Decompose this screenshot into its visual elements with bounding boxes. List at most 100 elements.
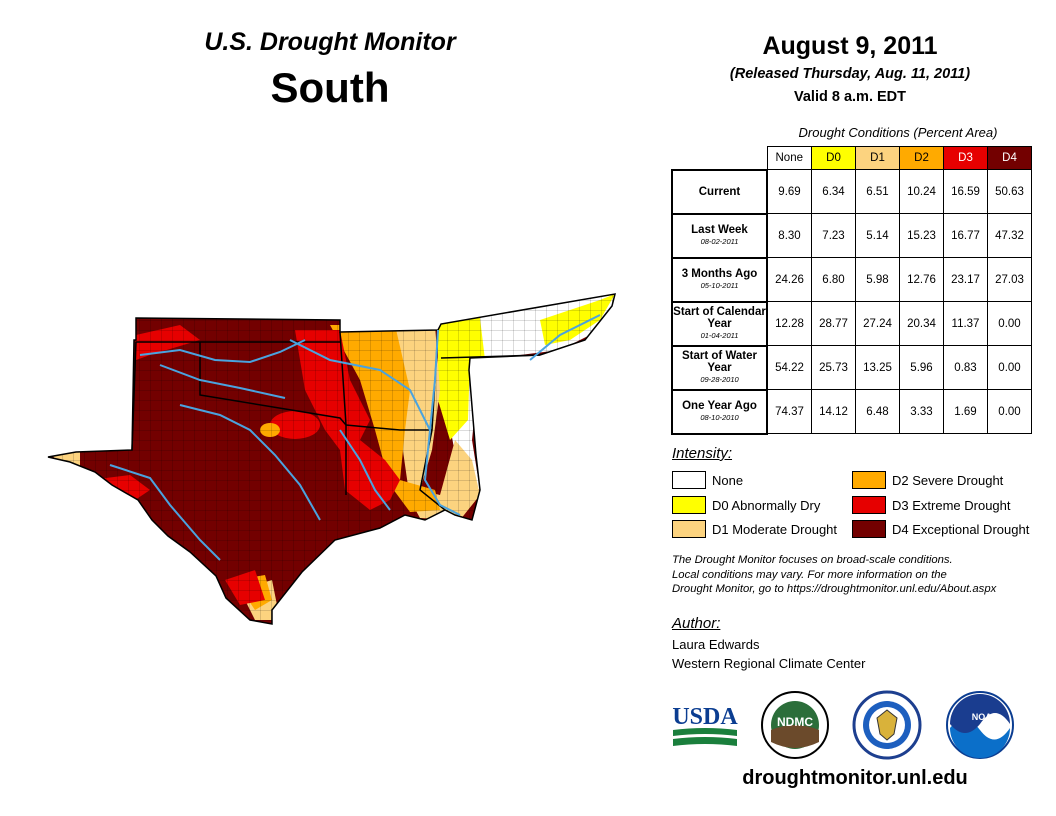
table-cell: 1.69: [943, 389, 988, 434]
table-cell: 0.00: [987, 345, 1032, 390]
table-cell: 6.51: [855, 169, 900, 214]
table-row: One Year Ago 08-10-2010 74.37 14.12 6.48 3.33…: [671, 388, 1032, 435]
legend-item: None: [672, 471, 743, 489]
row-date: 05-10-2011: [700, 280, 739, 290]
row-date: 08-10-2010: [700, 412, 739, 422]
row-label-text: Start of Water Year: [682, 349, 757, 374]
table-cell: 0.83: [943, 345, 988, 390]
column-header: None: [766, 146, 812, 170]
table-cell: 14.12: [811, 389, 856, 434]
legend-label: D3 Extreme Drought: [892, 497, 1011, 513]
note-line: The Drought Monitor focuses on broad-sca…: [672, 554, 953, 566]
ndmc-logo-text: NDMC: [777, 715, 813, 729]
table-cell: 5.96: [899, 345, 944, 390]
noaa-logo-icon: NOAA: [946, 691, 1014, 759]
table-title: Drought Conditions (Percent Area): [798, 125, 998, 140]
map-date: August 9, 2011: [762, 32, 938, 60]
county-lines: [48, 294, 615, 624]
table-cell: 9.69: [766, 169, 812, 214]
border-tx-ok: [199, 342, 347, 426]
row-date: 09-28-2010: [700, 374, 739, 384]
column-header: D2: [899, 146, 944, 170]
author-organization: Western Regional Climate Center: [672, 656, 866, 671]
legend-item: D2 Severe Drought: [852, 471, 1003, 489]
row-label: 3 Months Ago 05-10-2011: [671, 256, 768, 303]
table-corner: [672, 147, 767, 170]
legend-item: D0 Abnormally Dry: [672, 496, 820, 514]
table-cell: 54.22: [766, 345, 812, 390]
row-label-text: Current: [698, 185, 741, 198]
author-heading: Author:: [672, 615, 721, 632]
disclaimer-note: The Drought Monitor focuses on broad-sca…: [672, 553, 1042, 597]
table-cell: 23.17: [943, 257, 988, 302]
border-tx-nm: [131, 341, 137, 451]
mississippi-river: [423, 329, 461, 516]
table-cell: 74.37: [766, 389, 812, 434]
row-label-text: Last Week: [691, 223, 748, 236]
row-label-text: One Year Ago: [682, 399, 757, 412]
table-cell: 12.28: [766, 301, 812, 346]
legend-label: D2 Severe Drought: [892, 472, 1004, 488]
legend-swatch: [852, 496, 886, 514]
legend-item: D1 Moderate Drought: [672, 520, 837, 538]
map-title: U.S. Drought Monitor: [204, 28, 456, 56]
rivers: [109, 314, 601, 561]
table-cell: 6.48: [855, 389, 900, 434]
row-label: Last Week 08-02-2011: [671, 212, 768, 259]
row-label: Current: [671, 168, 768, 215]
table-cell: 47.32: [987, 213, 1032, 258]
legend-label: D1 Moderate Drought: [712, 521, 838, 537]
noaa-logo-text: NOAA: [972, 712, 999, 722]
column-header: D3: [943, 146, 988, 170]
table-cell: 24.26: [766, 257, 812, 302]
canadian-river: [139, 339, 306, 364]
table-cell: 27.24: [855, 301, 900, 346]
south-region-map: [47, 293, 617, 625]
table-cell: 12.76: [899, 257, 944, 302]
author-name: Laura Edwards: [672, 637, 760, 652]
table-row: Current 9.69 6.34 6.51 10.24 16.59 50.63: [671, 168, 1032, 215]
table-cell: 0.00: [987, 301, 1032, 346]
legend-swatch: [672, 496, 706, 514]
sabine-river: [339, 429, 391, 511]
table-row: Start of Water Year 09-28-2010 54.22 25.73 1…: [671, 344, 1032, 391]
legend-item: D4 Exceptional Drought: [852, 520, 1029, 538]
row-label: Start of Calendar Year 01-04-2011: [671, 300, 768, 347]
table-cell: 16.59: [943, 169, 988, 214]
table-cell: 50.63: [987, 169, 1032, 214]
border-ar-la: [345, 424, 432, 431]
note-line: Drought Monitor, go to https://droughtmo…: [672, 583, 997, 595]
row-label: Start of Water Year 09-28-2010: [671, 344, 768, 391]
table-cell: 25.73: [811, 345, 856, 390]
table-cell: 10.24: [899, 169, 944, 214]
table-cell: 5.98: [855, 257, 900, 302]
column-header: D1: [855, 146, 900, 170]
intensity-legend-title: Intensity:: [672, 445, 733, 462]
row-label-text: Start of Calendar Year: [673, 305, 766, 330]
table-cell: 20.34: [899, 301, 944, 346]
column-header: D0: [811, 146, 856, 170]
legend-swatch: [672, 471, 706, 489]
table-cell: 3.33: [899, 389, 944, 434]
border-tn-ms: [440, 354, 541, 359]
table-row: Last Week 08-02-2011 8.30 7.23 5.14 15.23 16.7…: [671, 212, 1032, 259]
legend-item: D3 Extreme Drought: [852, 496, 1011, 514]
row-date: 08-02-2011: [700, 236, 739, 246]
legend-swatch: [852, 471, 886, 489]
rio-grande: [109, 464, 221, 561]
red-river: [159, 364, 286, 399]
row-label: One Year Ago 08-10-2010: [671, 388, 768, 435]
legend-swatch: [672, 520, 706, 538]
table-cell: 13.25: [855, 345, 900, 390]
column-header: D4: [987, 146, 1032, 170]
commerce-seal-icon: [852, 690, 922, 760]
table-cell: 6.80: [811, 257, 856, 302]
table-row: Start of Calendar Year 01-04-2011 12.28 28.…: [671, 300, 1032, 347]
legend-swatch: [852, 520, 886, 538]
arkansas-river: [289, 339, 431, 431]
ndmc-logo-icon: NDMC: [761, 691, 829, 759]
tennessee-river: [529, 314, 601, 361]
usda-logo-text: USDA: [672, 704, 738, 730]
table-cell: 6.34: [811, 169, 856, 214]
website-url[interactable]: droughtmonitor.unl.edu: [742, 767, 968, 789]
